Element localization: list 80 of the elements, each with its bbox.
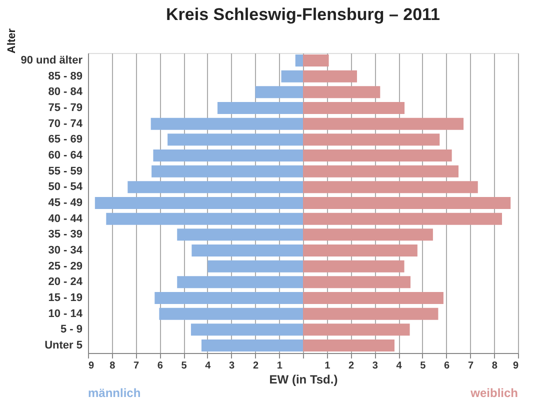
y-tick-label: 70 - 74 (48, 118, 84, 130)
x-tick-label: 6 (157, 360, 164, 372)
bar (303, 150, 452, 162)
bar (303, 276, 410, 288)
bar (94, 197, 303, 209)
y-tick-label: 15 - 19 (48, 292, 82, 304)
bar (303, 212, 502, 225)
bar (217, 102, 303, 114)
x-axis-title: EW (in Tsd.) (269, 372, 338, 386)
y-tick-label: 35 - 39 (48, 228, 82, 241)
bar (201, 339, 303, 352)
y-tick-label: 45 - 49 (48, 197, 82, 209)
bar (192, 244, 303, 256)
bar (303, 118, 464, 130)
y-tick-label: 65 - 69 (48, 134, 82, 146)
bar (303, 102, 405, 114)
y-tick-label: 50 - 54 (48, 181, 84, 194)
bar (303, 70, 357, 82)
bar (303, 134, 440, 146)
x-tick-label: 8 (492, 360, 498, 372)
bar (106, 212, 303, 225)
bar (152, 165, 303, 178)
y-tick-label: 80 - 84 (48, 86, 84, 98)
y-tick-label: 75 - 79 (48, 102, 82, 114)
bar (255, 86, 303, 98)
bar (303, 228, 433, 241)
text: weiblich (470, 386, 518, 400)
y-tick-label: 85 - 89 (48, 70, 82, 82)
x-tick-label: 6 (444, 360, 450, 372)
bar (303, 339, 394, 352)
x-tick-label: 9 (88, 360, 94, 372)
y-tick-label: 25 - 29 (48, 260, 82, 272)
x-tick-label: 8 (110, 360, 116, 372)
bar (208, 260, 303, 272)
text: männlich (88, 386, 141, 400)
x-tick-label: 3 (372, 360, 378, 372)
bar (128, 181, 303, 194)
x-tick-label: 9 (512, 360, 519, 372)
y-tick-label: 30 - 34 (48, 244, 84, 256)
x-tick-label: 4 (396, 360, 402, 372)
x-tick-label: 5 (420, 360, 426, 372)
chart-title: Kreis Schleswig-Flensburg – 2011 (166, 4, 440, 24)
y-tick-label: 40 - 44 (48, 212, 84, 225)
bar (303, 86, 380, 98)
bar (159, 308, 303, 320)
bar (303, 260, 404, 272)
y-tick-label: 90 und älter (20, 54, 84, 67)
y-tick-label: 60 - 64 (48, 150, 84, 162)
bar (303, 54, 329, 67)
x-tick-label: 7 (133, 360, 140, 372)
y-tick-label: 5 - 9 (60, 324, 82, 336)
bar (295, 54, 303, 67)
bar (153, 150, 303, 162)
y-tick-label: Unter 5 (44, 339, 82, 352)
x-tick-label: 1 (324, 360, 331, 372)
bar (303, 308, 438, 320)
bar (303, 181, 478, 194)
bar (303, 244, 418, 256)
y-axis-title: Alter (6, 28, 18, 54)
x-tick-label: 5 (181, 360, 188, 372)
bar (150, 118, 303, 130)
bar (281, 70, 303, 82)
x-tick-label: 7 (468, 360, 474, 372)
x-tick-label: 2 (252, 360, 259, 372)
bar (303, 165, 459, 178)
x-tick-label: 3 (229, 360, 236, 372)
bar (303, 292, 444, 304)
bar (303, 197, 511, 209)
bar (190, 324, 303, 336)
x-tick-label: 1 (276, 360, 283, 372)
x-tick-label: 2 (348, 360, 354, 372)
bar (154, 292, 303, 304)
y-tick-label: 20 - 24 (48, 276, 84, 288)
x-tick-label: 4 (205, 360, 212, 372)
y-tick-label: 55 - 59 (48, 165, 82, 178)
bar (168, 134, 303, 146)
bar (177, 228, 303, 241)
y-tick-label: 10 - 14 (48, 308, 84, 320)
bar (177, 276, 303, 288)
bar (303, 324, 410, 336)
